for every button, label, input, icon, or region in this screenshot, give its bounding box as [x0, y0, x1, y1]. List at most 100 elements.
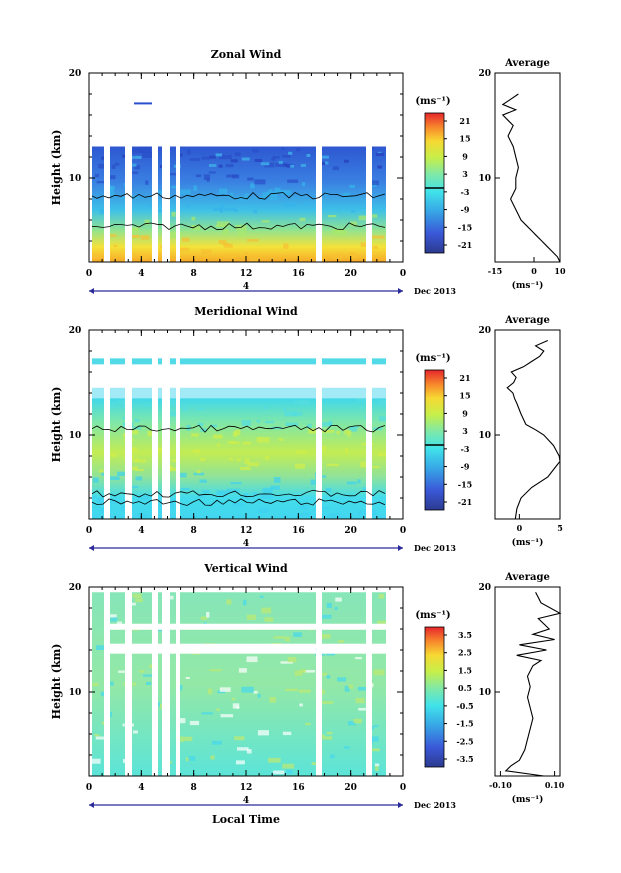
heatmap-cell [249, 256, 259, 263]
heatmap-cell [103, 234, 117, 237]
data-gap [89, 587, 92, 776]
heatmap-cell [252, 209, 258, 214]
panel-vertical: Vertical Wind 20 10 Height (km) 0 4 8 12 16 20 0 4 D… [50, 562, 565, 810]
colorbar-tick-label: 2.5 [458, 648, 472, 658]
heatmap-cell [156, 702, 160, 707]
heatmap-cell [347, 434, 351, 437]
heatmap-cell [167, 172, 179, 176]
heatmap-cell [94, 734, 100, 737]
heatmap-cell [143, 674, 154, 677]
heatmap-cell [146, 681, 152, 685]
contour-line [91, 192, 386, 200]
heatmap-cell [114, 162, 120, 166]
heatmap-cell [246, 656, 258, 663]
heatmap-cell [347, 481, 357, 485]
data-gap [162, 73, 170, 262]
heatmap-cell [226, 174, 238, 178]
heatmap-cell [199, 457, 206, 461]
heatmap-cell [211, 740, 222, 745]
heatmap-cell [191, 225, 201, 231]
heatmap-cell [355, 697, 365, 704]
heatmap-cell [241, 686, 254, 693]
heatmap-cell [108, 500, 121, 504]
heatmap-cell [113, 244, 118, 247]
heatmap-cell [235, 760, 245, 765]
heatmap-cell [197, 422, 204, 427]
heatmap-cell [193, 185, 198, 192]
heatmap-cell [300, 163, 306, 167]
colorbar [424, 626, 445, 768]
heatmap-cell [259, 595, 264, 598]
heatmap-cell [184, 736, 193, 741]
heatmap-cell [247, 177, 254, 181]
panel-title: Zonal Wind [211, 48, 282, 61]
heatmap-cell [134, 155, 142, 159]
heatmap-cell [311, 762, 319, 766]
heatmap-cell [282, 731, 292, 736]
heatmap-cell [297, 513, 307, 516]
colorbar-tick-label: -0.5 [456, 701, 473, 711]
heatmap-cell [222, 228, 229, 235]
heatmap-cell [256, 419, 261, 423]
heatmap-cell [286, 769, 293, 774]
heatmap-cell [321, 155, 329, 159]
heatmap-cell [216, 221, 230, 227]
profile-y-tick-label: 10 [478, 688, 491, 698]
heatmap-cell [186, 203, 191, 208]
heatmap-cell [348, 721, 356, 726]
data-gap [386, 587, 403, 776]
data-gap [152, 587, 158, 776]
heatmap-cell [324, 161, 329, 165]
heatmap-cell [280, 661, 293, 664]
heatmap-cell [209, 669, 222, 672]
heatmap-cell [189, 158, 200, 161]
heatmap-cell [328, 215, 337, 218]
heatmap-cell [219, 207, 224, 213]
heatmap-cell [236, 458, 241, 462]
heatmap-cell [209, 155, 216, 159]
heatmap-cell [287, 179, 299, 183]
data-gap [366, 330, 372, 519]
heatmap-cell [270, 194, 278, 201]
heatmap-cell [166, 499, 175, 505]
heatmap-cell [299, 217, 306, 222]
heatmap-cell [320, 689, 325, 695]
heatmap-field [89, 330, 403, 519]
heatmap-cell [349, 184, 355, 188]
heatmap-cell [282, 763, 295, 769]
x-tick-label: 16 [292, 526, 305, 536]
heatmap-cell [368, 466, 380, 469]
heatmap-cell [116, 621, 122, 626]
heatmap-cell [135, 598, 143, 603]
heatmap-cell [144, 219, 150, 225]
contour-line [91, 498, 386, 506]
heatmap-cell [110, 452, 116, 457]
heatmap-cell [218, 240, 227, 244]
heatmap-cell [268, 189, 273, 192]
heatmap-cell [306, 153, 311, 157]
profile-x-tick-label: 10 [554, 266, 566, 276]
colorbar-unit: (ms⁻¹) [415, 96, 450, 107]
heatmap-cell [334, 606, 338, 611]
heatmap-cell [240, 466, 251, 471]
heatmap-cell [377, 620, 390, 627]
heatmap-cell [278, 438, 284, 441]
heatmap-cell [283, 202, 296, 207]
colorbar-tick-label: 9 [462, 408, 468, 418]
heatmap-cell [216, 443, 220, 447]
contour-lines [91, 192, 386, 231]
colorbar-tick-label: 21 [459, 116, 470, 126]
heatmap-cell [377, 452, 391, 457]
panel-zonal: Zonal Wind 20 10 Height (km) 0 4 8 12 16 20 0 4 Dec … [50, 48, 566, 296]
heatmap-cell [269, 696, 277, 703]
heatmap-cell [301, 182, 306, 187]
heatmap-cell [139, 146, 151, 153]
heatmap-field [89, 73, 403, 263]
heatmap-cell [117, 471, 129, 476]
heatmap-cell [337, 677, 347, 682]
heatmap-cell [358, 510, 363, 516]
heatmap-cell [284, 636, 290, 642]
heatmap-cell [169, 232, 182, 238]
colorbar-tick-label: -15 [458, 479, 472, 489]
heatmap-field [89, 587, 403, 776]
